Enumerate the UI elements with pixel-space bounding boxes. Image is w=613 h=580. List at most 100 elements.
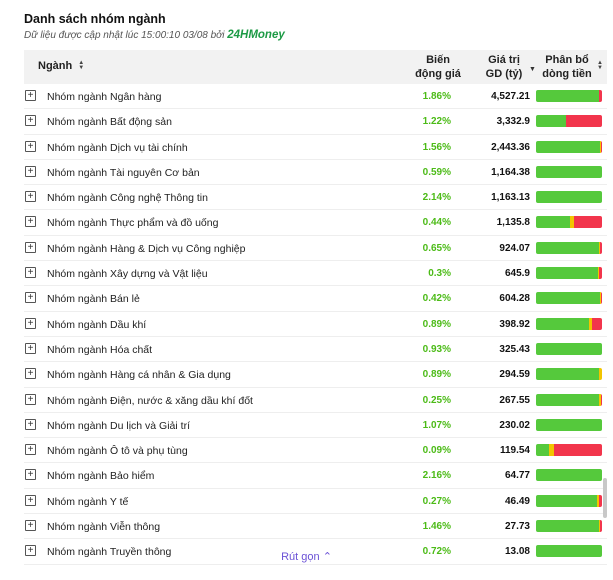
sector-name[interactable]: Nhóm ngành Điện, nước & xăng dầu khí đốt [47, 394, 253, 407]
sector-name[interactable]: Nhóm ngành Viễn thông [47, 521, 161, 534]
trade-value: 1,164.38 [491, 166, 530, 178]
price-change: 1.46% [422, 521, 451, 533]
brand-link[interactable]: 24HMoney [227, 29, 285, 41]
flow-up-segment [536, 267, 599, 280]
price-change: 1.86% [422, 91, 451, 102]
header-change[interactable]: Biến động giá [409, 53, 467, 81]
table-row[interactable]: + Nhóm ngành Viễn thông 1.46% 27.73 [24, 514, 607, 540]
money-flow-bar [536, 418, 602, 431]
scrollbar[interactable] [603, 478, 607, 518]
plus-square-icon[interactable]: + [25, 418, 36, 430]
plus-square-icon[interactable]: + [25, 292, 36, 304]
header-flow-line2: dòng tiền [542, 68, 592, 80]
header-value[interactable]: Giá trị GD (tỷ) [476, 53, 532, 81]
header-flow[interactable]: Phân bổ dòng tiền [536, 53, 598, 81]
flow-up-segment [536, 292, 601, 305]
sector-name[interactable]: Nhóm ngành Xây dựng và Vật liệu [47, 268, 208, 281]
flow-up-segment [536, 241, 600, 254]
plus-square-icon[interactable]: + [25, 191, 36, 203]
plus-square-icon[interactable]: + [25, 317, 36, 329]
table-row[interactable]: + Nhóm ngành Hàng & Dịch vụ Công nghiệp 0.… [24, 236, 607, 262]
plus-square-icon[interactable]: + [25, 267, 36, 279]
table-row[interactable]: + Nhóm ngành Tài nguyên Cơ bản 0.59% 1,164.… [24, 160, 607, 186]
flow-up-segment [536, 216, 571, 229]
sector-name[interactable]: Nhóm ngành Dầu khí [47, 318, 147, 331]
sector-name[interactable]: Nhóm ngành Truyền thông [47, 546, 172, 559]
sector-name[interactable]: Nhóm ngành Hàng cá nhân & Gia dụng [47, 369, 231, 382]
sector-name[interactable]: Nhóm ngành Hóa chất [47, 343, 153, 356]
table-row[interactable]: + Nhóm ngành Du lịch và Giải trí 1.07% 230.… [24, 413, 607, 439]
sector-name[interactable]: Nhóm ngành Bán lẻ [47, 293, 140, 306]
table-row[interactable]: + Nhóm ngành Dầu khí 0.89% 398.92 [24, 312, 607, 337]
update-text: Dữ liệu được cập nhật lúc 15:00:10 03/08… [24, 30, 225, 41]
trade-value: 1,135.8 [496, 217, 530, 229]
plus-square-icon[interactable]: + [25, 90, 36, 101]
flow-up-segment [536, 418, 602, 431]
table-row[interactable]: + Nhóm ngành Ngân hàng 1.86% 4,527.21 [24, 84, 607, 110]
sector-name[interactable]: Nhóm ngành Du lịch và Giải trí [47, 419, 190, 432]
table-row[interactable]: + Nhóm ngành Hàng cá nhân & Gia dụng 0.89%… [24, 362, 607, 388]
price-change: 0.65% [422, 242, 451, 254]
sort-down-icon[interactable]: ▼ [529, 66, 536, 73]
flow-flat-segment [600, 292, 601, 305]
sector-name[interactable]: Nhóm ngành Tài nguyên Cơ bản [47, 166, 200, 179]
trade-value: 604.28 [499, 293, 530, 305]
flow-flat-segment [549, 444, 555, 457]
table-row[interactable]: + Nhóm ngành Truyền thông 0.72% 13.08 [24, 539, 607, 565]
plus-square-icon[interactable]: + [25, 469, 36, 481]
money-flow-bar [536, 241, 602, 254]
plus-square-icon[interactable]: + [25, 342, 36, 354]
table-row[interactable]: + Nhóm ngành Ô tô và phụ tùng 0.09% 119.54 [24, 438, 607, 464]
sector-name[interactable]: Nhóm ngành Hàng & Dịch vụ Công nghiệp [47, 242, 246, 255]
price-change: 0.25% [422, 394, 451, 406]
flow-flat-segment [598, 267, 600, 280]
table-row[interactable]: + Nhóm ngành Xây dựng và Vật liệu 0.3% 645.… [24, 261, 607, 287]
sector-name[interactable]: Nhóm ngành Bất động sản [47, 116, 172, 129]
plus-square-icon[interactable]: + [25, 545, 36, 557]
flow-down-segment [592, 317, 602, 330]
flow-down-segment [599, 90, 602, 102]
flow-up-segment [536, 393, 599, 406]
table-row[interactable]: + Nhóm ngành Bất động sản 1.22% 3,332.9 [24, 109, 607, 135]
plus-square-icon[interactable]: + [25, 393, 36, 405]
table-row[interactable]: + Nhóm ngành Công nghệ Thông tin 2.14% 1,16… [24, 185, 607, 211]
flow-down-segment [574, 216, 602, 229]
flow-down-segment [554, 444, 602, 457]
trade-value: 645.9 [504, 268, 530, 280]
plus-square-icon[interactable]: + [25, 520, 36, 532]
flow-flat-segment [589, 317, 593, 330]
table-row[interactable]: + Nhóm ngành Bảo hiểm 2.16% 64.77 [24, 463, 607, 489]
flow-down-segment [600, 241, 602, 254]
plus-square-icon[interactable]: + [25, 216, 36, 228]
plus-square-icon[interactable]: + [25, 444, 36, 456]
sort-arrows-icon[interactable]: ▲ ▼ [597, 60, 603, 71]
plus-square-icon[interactable]: + [25, 140, 36, 152]
table-row[interactable]: + Nhóm ngành Bán lẻ 0.42% 604.28 [24, 286, 607, 312]
plus-square-icon[interactable]: + [25, 368, 36, 380]
sector-name[interactable]: Nhóm ngành Công nghệ Thông tin [47, 192, 208, 205]
table-row[interactable]: + Nhóm ngành Dịch vụ tài chính 1.56% 2,443.… [24, 135, 607, 160]
trade-value: 398.92 [499, 318, 530, 330]
sector-name[interactable]: Nhóm ngành Bảo hiểm [47, 470, 155, 483]
flow-up-segment [536, 140, 601, 153]
trade-value: 46.49 [504, 495, 530, 507]
plus-square-icon[interactable]: + [25, 115, 36, 127]
trade-value: 3,332.9 [496, 116, 530, 128]
sector-name[interactable]: Nhóm ngành Ô tô và phụ tùng [47, 445, 188, 458]
price-change: 0.44% [422, 217, 451, 229]
sector-name[interactable]: Nhóm ngành Ngân hàng [47, 91, 162, 103]
header-name[interactable]: Ngành ▲ ▼ [38, 60, 84, 72]
sector-name[interactable]: Nhóm ngành Y tế [47, 495, 129, 508]
plus-square-icon[interactable]: + [25, 165, 36, 177]
collapse-button[interactable]: Rút gọn ⌃ [0, 550, 613, 563]
table-row[interactable]: + Nhóm ngành Điện, nước & xăng dầu khí đố… [24, 388, 607, 413]
price-change: 0.3% [428, 268, 451, 280]
table-row[interactable]: + Nhóm ngành Thực phẩm và đồ uống 0.44% 1,1… [24, 210, 607, 236]
plus-square-icon[interactable]: + [25, 241, 36, 253]
table-row[interactable]: + Nhóm ngành Hóa chất 0.93% 325.43 [24, 337, 607, 363]
table-row[interactable]: + Nhóm ngành Y tế 0.27% 46.49 [24, 489, 607, 515]
sector-name[interactable]: Nhóm ngành Dịch vụ tài chính [47, 141, 188, 154]
sector-name[interactable]: Nhóm ngành Thực phẩm và đồ uống [47, 217, 219, 230]
plus-square-icon[interactable]: + [25, 494, 36, 506]
sort-arrows-icon[interactable]: ▲ ▼ [78, 60, 85, 71]
